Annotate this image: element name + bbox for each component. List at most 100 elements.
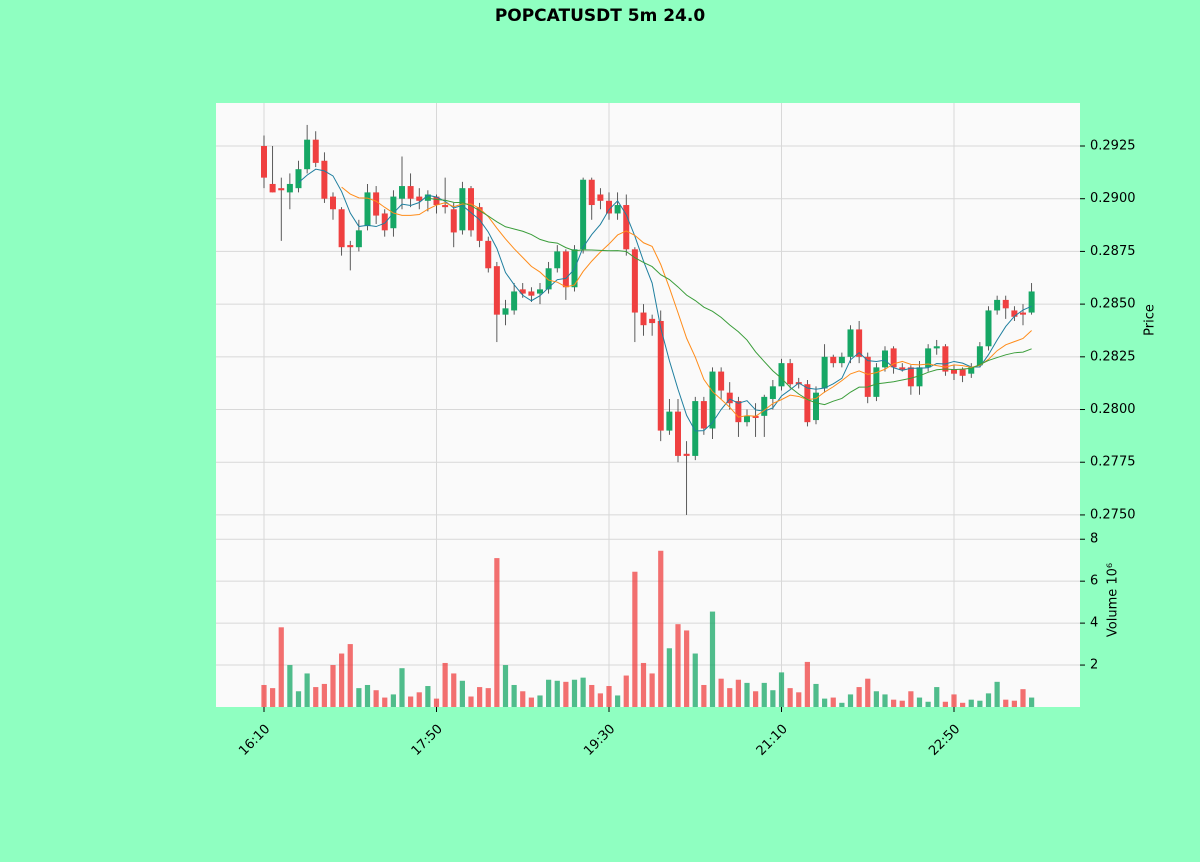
- candle-body: [304, 139, 311, 170]
- volume-bar: [727, 688, 733, 707]
- volume-bar: [537, 695, 543, 707]
- y-tick-label: 0.2800: [1090, 402, 1136, 417]
- volume-bar: [701, 684, 707, 707]
- y-tick-label: 0.2775: [1090, 455, 1136, 470]
- candle-body: [511, 291, 518, 311]
- volume-bar: [985, 693, 992, 707]
- moving-average: [298, 168, 1032, 432]
- volume-bar: [847, 694, 854, 707]
- volume-bar: [511, 684, 517, 707]
- volume-bar: [666, 648, 672, 707]
- candle-body: [925, 348, 932, 368]
- volume-bar: [589, 684, 595, 707]
- candle-body: [537, 289, 543, 294]
- candle-body: [761, 396, 768, 416]
- volume-bar: [485, 688, 491, 707]
- y-tick-label: 2: [1090, 658, 1098, 673]
- candle-body: [399, 186, 405, 199]
- candle-body: [597, 194, 604, 201]
- volume-bar: [692, 653, 698, 707]
- y-tick-label: 0.2750: [1090, 507, 1136, 522]
- y-tick-label: 0.2850: [1090, 297, 1136, 312]
- volume-bar: [468, 696, 474, 707]
- volume-bar: [451, 673, 457, 707]
- volume-bar: [1029, 697, 1035, 707]
- candle-body: [787, 363, 794, 385]
- candle-body: [959, 369, 966, 376]
- candle-body: [856, 329, 863, 357]
- volume-bar: [520, 691, 526, 707]
- volume-bar: [528, 697, 534, 707]
- candle-body: [286, 183, 293, 193]
- candle-body: [347, 245, 354, 248]
- volume-bar: [546, 679, 552, 707]
- volume-bar: [882, 694, 888, 707]
- candle-body: [649, 318, 656, 324]
- candle-body: [459, 188, 466, 231]
- candle-body: [364, 192, 371, 227]
- candle-body: [381, 213, 388, 231]
- candle-body: [528, 291, 535, 296]
- candle-body: [562, 251, 569, 288]
- moving-average: [341, 186, 1032, 418]
- x-tick-label: 22:50: [926, 722, 963, 759]
- volume-bar: [502, 665, 509, 707]
- candle-body: [692, 401, 699, 456]
- volume-bar: [477, 687, 483, 707]
- candle-body: [821, 356, 828, 389]
- volume-bar: [373, 690, 379, 707]
- volume-bar: [606, 686, 612, 707]
- candle-body: [890, 348, 897, 368]
- candle-body: [1020, 312, 1026, 315]
- volume-bar: [416, 692, 422, 707]
- volume-bar: [580, 677, 586, 707]
- candle-body: [752, 415, 759, 418]
- volume-bar: [1003, 699, 1009, 707]
- candle-body: [864, 356, 871, 397]
- candle-body: [468, 188, 474, 231]
- volume-axis-label: Volume 10⁶: [1106, 563, 1121, 637]
- candle-body: [424, 194, 431, 201]
- volume-bar: [718, 678, 724, 707]
- candle-body: [769, 386, 776, 399]
- volume-bar: [994, 681, 1000, 707]
- y-axis-label: Price: [1143, 304, 1158, 336]
- volume-bar: [865, 678, 871, 707]
- x-tick-label: 19:30: [581, 722, 618, 759]
- volume-bar: [787, 688, 793, 707]
- volume-bar: [968, 699, 974, 707]
- volume-bar: [796, 692, 802, 707]
- y-tick-label: 0.2925: [1090, 139, 1136, 154]
- candle-body: [838, 356, 845, 364]
- volume-bar: [753, 691, 759, 707]
- candle-body: [373, 192, 380, 216]
- candle-body: [882, 350, 888, 368]
- candle-body: [338, 209, 345, 248]
- volume-bar: [571, 679, 578, 707]
- x-tick-label: 17:50: [409, 722, 446, 759]
- volume-bar: [1011, 700, 1017, 707]
- candle-body: [355, 230, 362, 248]
- candle-body: [726, 392, 733, 404]
- volume-bar: [442, 662, 448, 707]
- candle-body: [502, 308, 509, 315]
- candle-body: [847, 329, 854, 357]
- candle-body: [545, 268, 552, 290]
- volume-bar: [977, 700, 983, 707]
- volume-bar: [684, 630, 690, 707]
- volume-bar: [744, 682, 750, 707]
- volume-bar: [270, 688, 276, 707]
- volume-bar: [761, 682, 767, 707]
- candle-body: [261, 146, 267, 178]
- candle-body: [718, 371, 725, 391]
- plot-area: [216, 103, 1080, 707]
- candle-body: [1028, 291, 1035, 313]
- candle-body: [1011, 310, 1018, 317]
- candle-body: [1002, 299, 1009, 309]
- volume-bar: [304, 673, 310, 707]
- volume-bar: [916, 697, 923, 707]
- volume-bar: [632, 571, 638, 707]
- candle-body: [709, 371, 716, 429]
- candle-body: [269, 183, 276, 193]
- volume-bar: [623, 675, 629, 707]
